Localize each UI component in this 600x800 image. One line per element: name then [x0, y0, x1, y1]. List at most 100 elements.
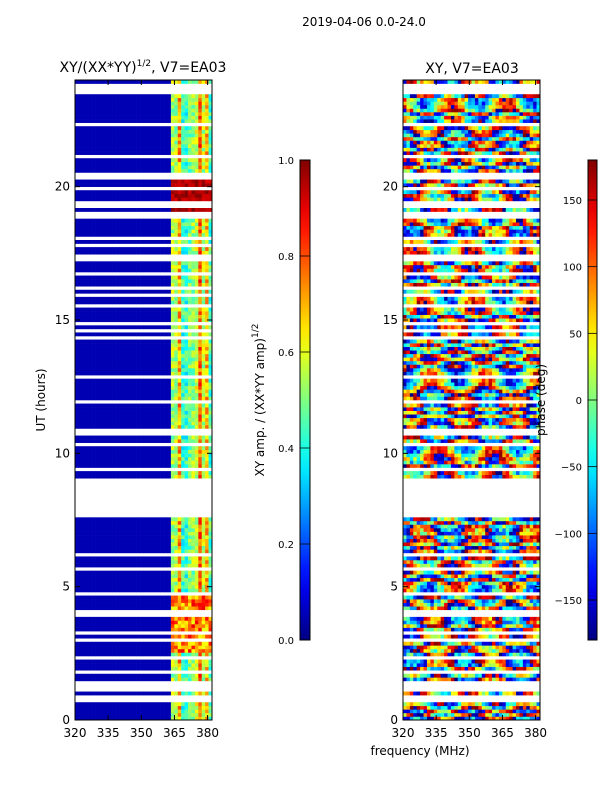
amplitude-cell [126, 535, 131, 539]
amplitude-cell [146, 595, 151, 600]
amplitude-cell [92, 179, 96, 184]
amplitude-cell [75, 663, 79, 667]
amplitude-cell [177, 343, 182, 347]
amplitude-cell [174, 289, 179, 294]
amplitude-cell [98, 449, 103, 454]
amplitude-cell [140, 606, 144, 611]
amplitude-cell [150, 151, 155, 155]
amplitude-cell [75, 307, 79, 312]
amplitude-cell [208, 570, 213, 575]
amplitude-cell [140, 371, 144, 376]
amplitude-cell [153, 343, 158, 347]
amplitude-cell [143, 545, 148, 550]
amplitude-cell [146, 168, 151, 173]
amplitude-cell [191, 560, 196, 564]
amplitude-cell [122, 602, 127, 607]
amplitude-cell [177, 179, 182, 184]
amplitude-cell [177, 705, 182, 710]
amplitude-cell [143, 531, 148, 536]
amplitude-cell [146, 183, 151, 187]
amplitude-cell [146, 620, 151, 625]
amplitude-cell [153, 126, 158, 131]
amplitude-cell [98, 222, 103, 227]
amplitude-cell [174, 627, 179, 632]
amplitude-cell [201, 339, 206, 344]
amplitude-cell [157, 528, 161, 532]
amplitude-cell [109, 343, 113, 347]
amplitude-cell [174, 275, 179, 280]
amplitude-cell [170, 318, 175, 323]
amplitude-cell [105, 307, 110, 312]
amplitude-cell [164, 627, 168, 632]
amplitude-cell [208, 712, 213, 717]
amplitude-cell [198, 368, 203, 372]
amplitude-cell [105, 104, 110, 109]
amplitude-cell [157, 584, 161, 589]
amplitude-cell [177, 641, 182, 646]
amplitude-cell [116, 531, 120, 536]
amplitude-cell [95, 677, 100, 682]
amplitude-cell [167, 161, 172, 166]
amplitude-cell [129, 261, 134, 266]
amplitude-cell [198, 456, 203, 461]
amplitude-cell [188, 599, 192, 603]
amplitude-cell [102, 385, 107, 390]
amplitude-cell [129, 588, 134, 593]
amplitude-cell [177, 556, 182, 561]
amplitude-cell [75, 709, 79, 714]
amplitude-cell [129, 264, 134, 269]
amplitude-cell [157, 275, 161, 280]
amplitude-cell [181, 524, 185, 529]
amplitude-cell [78, 389, 83, 394]
amplitude-cell [136, 126, 141, 131]
amplitude-cell [174, 119, 179, 123]
amplitude-cell [194, 222, 199, 227]
amplitude-cell [174, 193, 179, 198]
amplitude-cell [205, 133, 209, 138]
amplitude-cell [201, 599, 206, 603]
amplitude-cell [133, 410, 137, 415]
amplitude-cell [119, 396, 124, 401]
amplitude-cell [170, 652, 175, 657]
amplitude-cell [205, 620, 209, 625]
amplitude-cell [205, 275, 209, 280]
amplitude-cell [153, 108, 158, 113]
amplitude-cell [201, 179, 206, 184]
amplitude-cell [157, 677, 161, 682]
amplitude-cell [150, 368, 155, 372]
amplitude-cell [133, 343, 137, 347]
amplitude-cell [208, 538, 213, 543]
amplitude-cell [98, 225, 103, 230]
amplitude-cell [146, 126, 151, 131]
amplitude-cell [129, 449, 134, 454]
amplitude-cell [201, 595, 206, 600]
amplitude-cell [170, 606, 175, 611]
amplitude-cell [116, 528, 120, 532]
amplitude-cell [88, 560, 93, 564]
amplitude-cell [184, 641, 189, 646]
amplitude-cell [143, 300, 148, 305]
amplitude-cell [160, 94, 165, 99]
amplitude-cell [143, 368, 148, 372]
amplitude-cell [126, 144, 131, 148]
amplitude-cell [112, 325, 117, 330]
amplitude-cell [198, 279, 203, 283]
amplitude-cell [146, 421, 151, 426]
amplitude-cell [92, 350, 96, 355]
amplitude-cell [201, 563, 206, 568]
amplitude-cell [133, 190, 137, 195]
amplitude-cell [98, 588, 103, 593]
amplitude-cell [170, 183, 175, 187]
amplitude-cell [153, 147, 158, 152]
amplitude-cell [81, 588, 86, 593]
amplitude-cell [122, 332, 127, 337]
amplitude-cell [164, 119, 168, 123]
amplitude-cell [98, 104, 103, 109]
amplitude-cell [75, 602, 79, 607]
amplitude-cell [81, 577, 86, 582]
amplitude-cell [157, 666, 161, 671]
amplitude-cell [150, 652, 155, 657]
amplitude-cell [92, 663, 96, 667]
amplitude-cell [88, 620, 93, 625]
amplitude-cell [191, 232, 196, 237]
